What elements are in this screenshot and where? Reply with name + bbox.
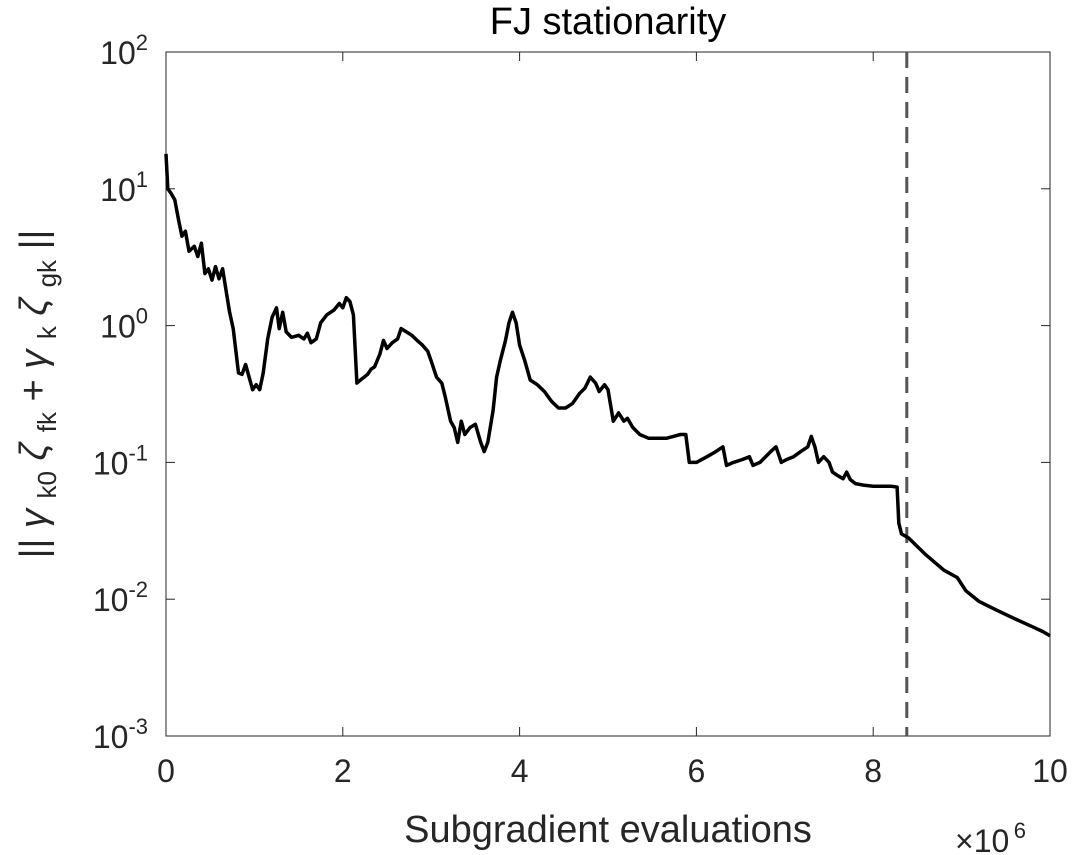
x-axis-ticks (165, 52, 1051, 736)
y-label-gamma: γ (13, 507, 55, 528)
y-label-gamma-k: γ (13, 348, 55, 369)
y-tick-exponent: 0 (136, 304, 148, 329)
y-tick-exponent: -1 (128, 440, 148, 465)
y-axis-ticks (166, 51, 1050, 737)
x-tick-label: 4 (511, 753, 529, 789)
y-label-zeta: ζ (13, 440, 55, 460)
y-label-sub-k: k (32, 325, 62, 339)
y-label-plus: + (13, 379, 55, 401)
x-multiplier-base: ×10 (955, 823, 1009, 855)
y-tick-exponent: 1 (136, 167, 148, 192)
y-tick-label: 101 (100, 167, 148, 208)
chart-title: FJ stationarity (490, 1, 727, 43)
y-tick-base: 10 (100, 172, 136, 208)
y-label-sub-k0: k0 (32, 471, 62, 498)
x-multiplier-exponent: 6 (1014, 818, 1026, 843)
y-tick-label: 100 (100, 304, 148, 345)
y-tick-base: 10 (100, 309, 136, 345)
y-axis-label: || γ k0 ζ fk + γ k ζ gk || (13, 230, 65, 559)
y-tick-exponent: -2 (128, 577, 148, 602)
y-label-norm-close: || (13, 230, 55, 250)
x-tick-label: 8 (864, 753, 882, 789)
x-tick-label: 0 (157, 753, 175, 789)
y-label-sub-fk: fk (32, 411, 62, 432)
y-tick-exponent: 2 (136, 30, 148, 55)
x-tick-label: 6 (688, 753, 706, 789)
x-tick-label: 2 (334, 753, 352, 789)
y-tick-label: 10-3 (93, 714, 148, 755)
y-label-zeta-g: ζ (13, 296, 55, 316)
y-tick-label: 10-2 (93, 577, 148, 618)
x-axis-multiplier: ×10 6 (955, 818, 1026, 855)
x-tick-label: 10 (1032, 753, 1068, 789)
y-tick-base: 10 (100, 35, 136, 71)
y-tick-base: 10 (93, 719, 129, 755)
x-axis-tick-labels: 0 2 4 6 8 10 (157, 753, 1068, 789)
y-tick-base: 10 (93, 445, 129, 481)
y-tick-exponent: -3 (128, 714, 148, 739)
y-label-sub-gk: gk (32, 259, 62, 287)
y-label-norm-open: || (13, 539, 55, 559)
series-line (164, 153, 1051, 638)
y-tick-label: 102 (100, 30, 148, 71)
y-tick-base: 10 (93, 582, 129, 618)
y-tick-label: 10-1 (93, 440, 148, 481)
x-axis-label: Subgradient evaluations (404, 809, 812, 851)
